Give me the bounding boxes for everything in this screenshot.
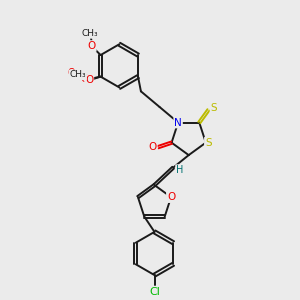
- Text: CH₃: CH₃: [70, 70, 86, 79]
- Text: S: S: [205, 138, 211, 148]
- Text: Cl: Cl: [149, 286, 160, 297]
- Text: O: O: [88, 41, 96, 51]
- Text: CH₃: CH₃: [82, 29, 98, 38]
- Text: O: O: [85, 75, 93, 85]
- Text: S: S: [211, 103, 217, 113]
- Text: N: N: [174, 118, 182, 128]
- Text: H: H: [176, 165, 183, 175]
- Text: O: O: [167, 192, 175, 202]
- Text: O: O: [148, 142, 157, 152]
- Text: O: O: [80, 74, 88, 84]
- Text: O: O: [67, 68, 75, 78]
